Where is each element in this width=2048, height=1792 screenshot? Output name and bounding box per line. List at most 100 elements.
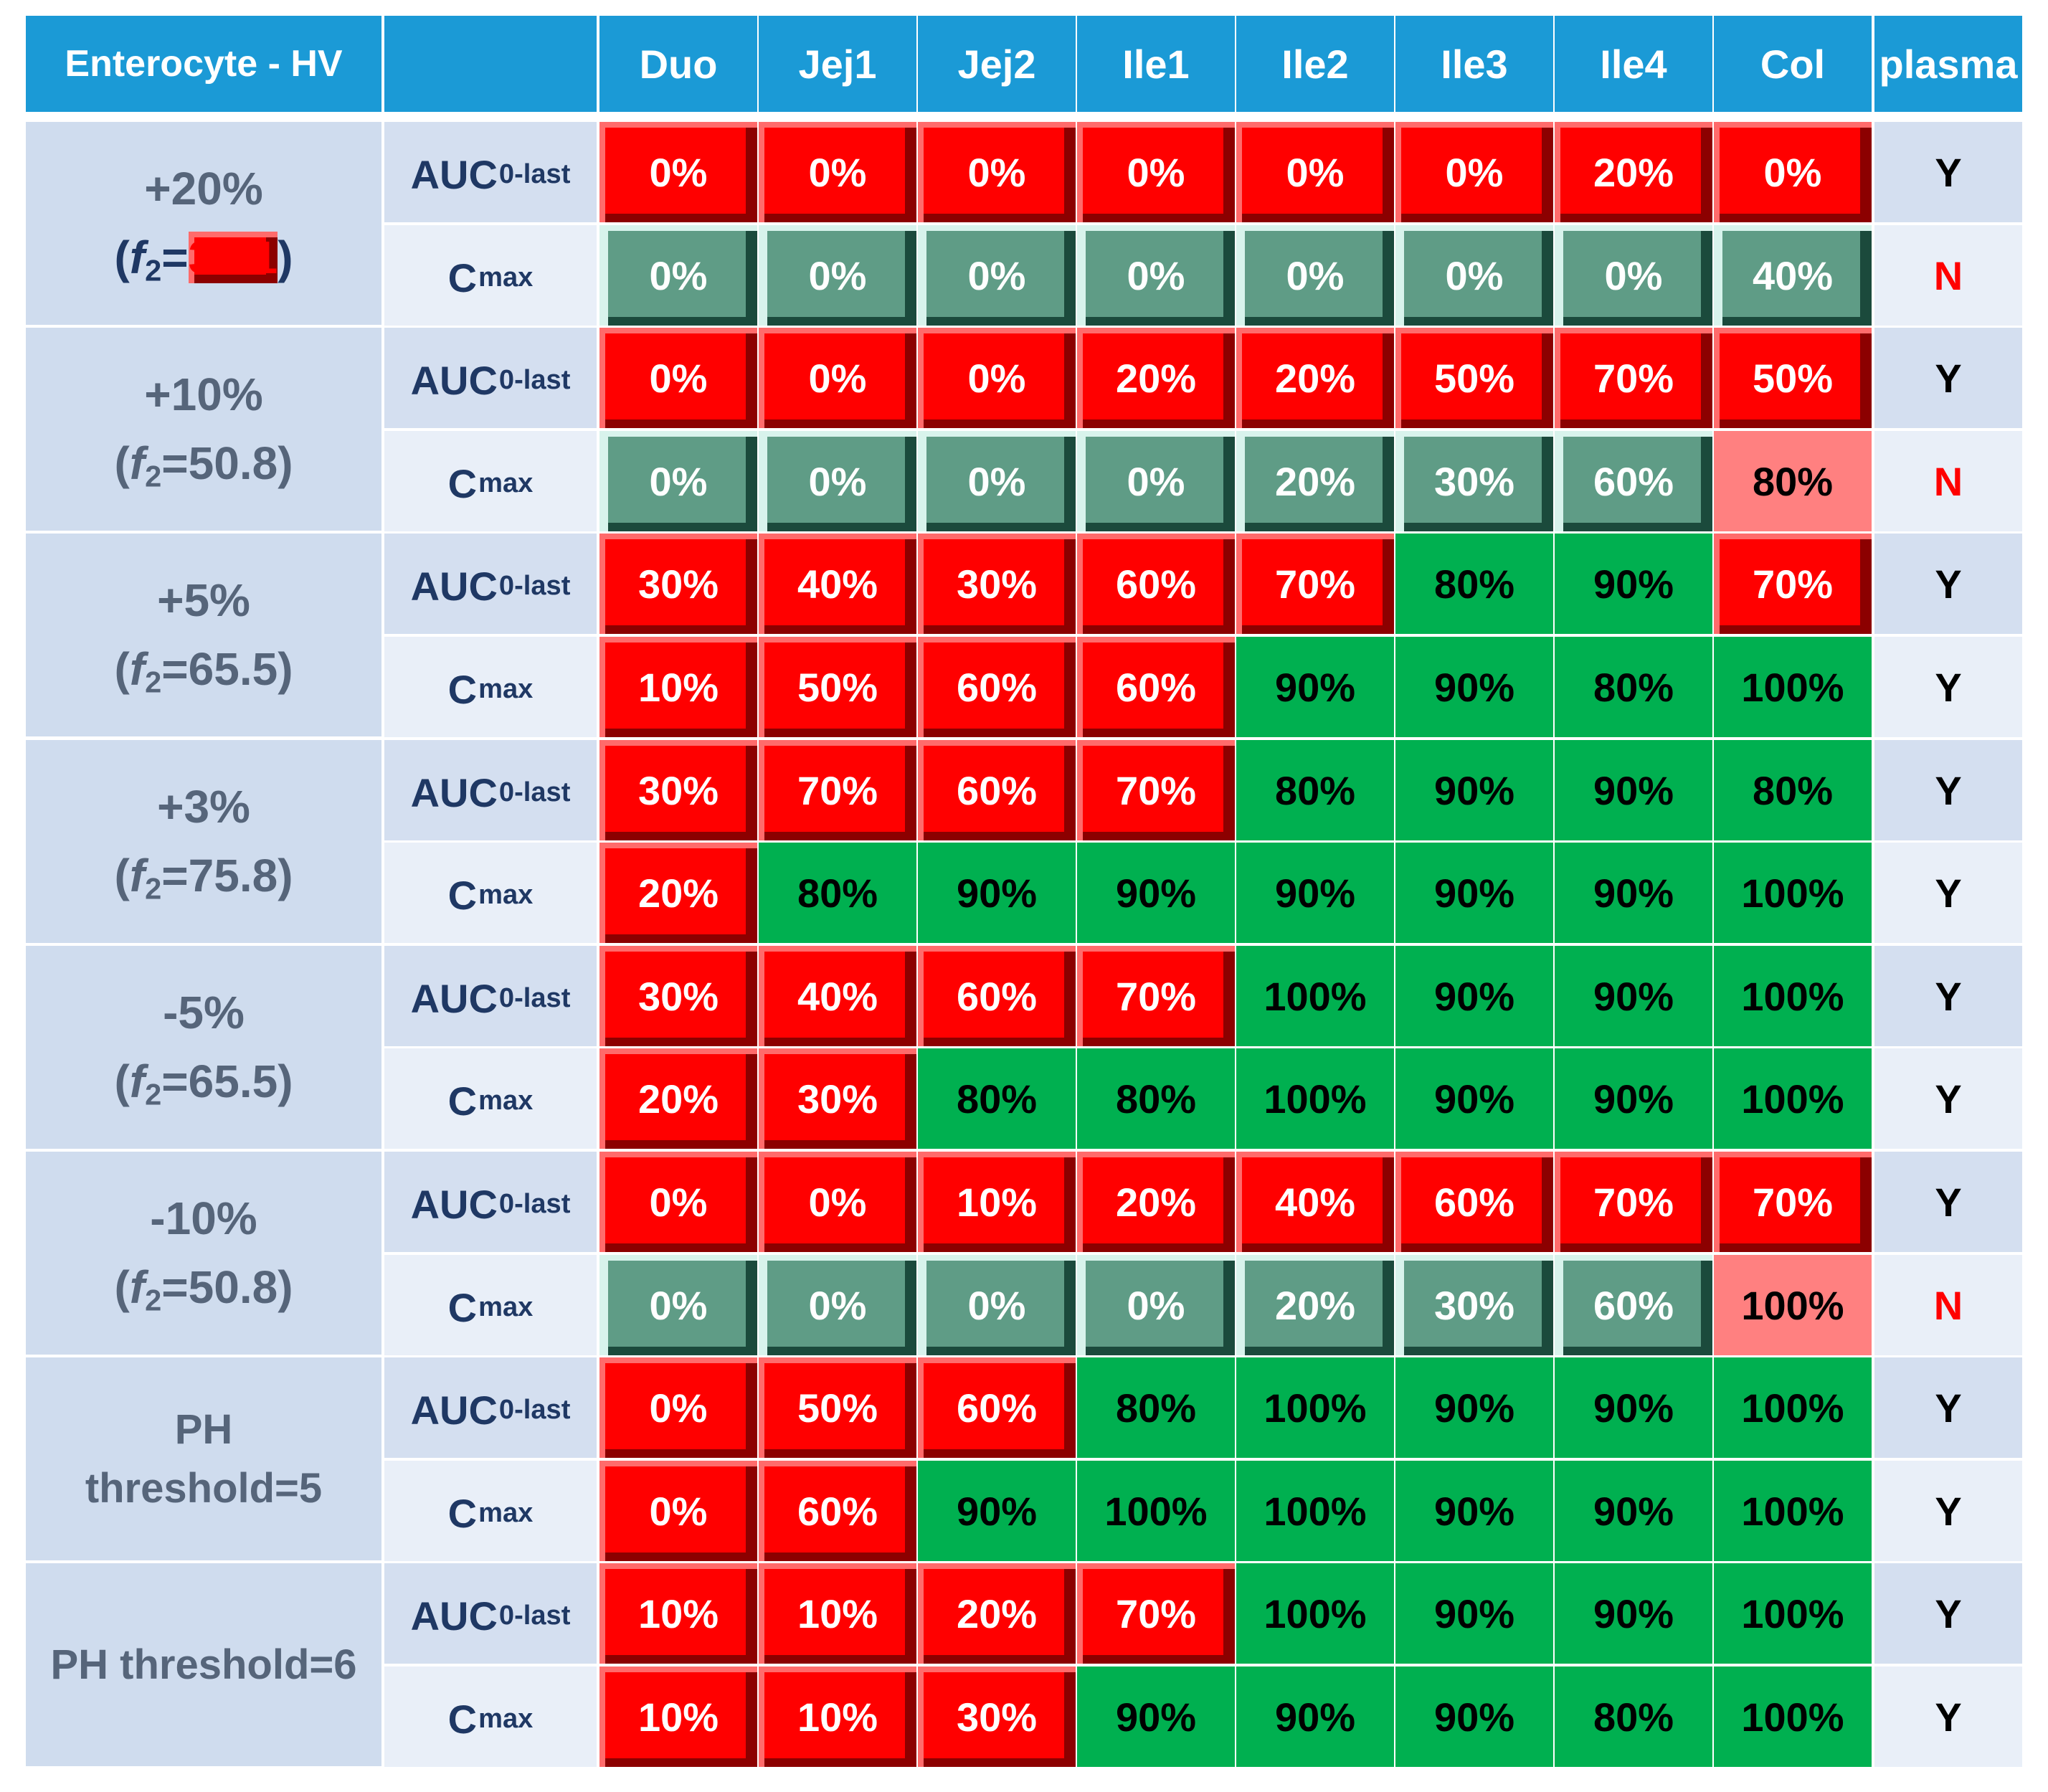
plasma-value: Y [1935,1694,1962,1740]
result-cell: 10% [759,1667,916,1767]
result-value: 100% [1741,1590,1844,1636]
f2-subscript: 2 [145,459,162,493]
result-value: 20% [1115,1179,1197,1225]
result-cell: 70% [1236,534,1394,634]
result-value: 20% [637,870,719,916]
metric-name: C [447,255,478,300]
result-cell: 0% [1236,225,1394,326]
result-value: 40% [797,973,878,1019]
header-segment-label: Jej1 [798,41,877,87]
metric-subscript: max [478,1085,534,1116]
result-cell: 30% [918,534,1076,634]
auc-label: AUC 0-last [384,946,597,1046]
result-value: 90% [1593,1590,1674,1636]
result-value: 0% [808,1179,867,1225]
result-value: 90% [1433,767,1515,813]
result-cell: 90% [1555,1563,1712,1664]
result-cell: 0% [918,122,1076,222]
group-label-line: -10% [150,1184,257,1253]
result-value: 0% [808,458,867,504]
plasma-result: N [1874,431,2022,531]
header-segment-label: Duo [639,41,718,87]
result-value: 10% [637,664,719,710]
result-value: 90% [1274,870,1356,916]
plasma-result: Y [1874,740,2022,840]
result-value: 0% [649,149,708,195]
f2-value: 65.5 [188,643,278,695]
group-label: +10% (f2=50.8) [26,328,381,531]
result-cell: 90% [1236,843,1394,943]
result-value: 80% [797,870,878,916]
f2-symbol: f [129,1261,146,1313]
result-cell: 30% [599,534,757,634]
result-cell: 30% [1395,1255,1553,1355]
result-cell: 0% [599,1255,757,1355]
result-value: 100% [1264,1590,1367,1636]
variation-label: +5% [157,574,250,626]
header-blank [384,16,597,112]
result-value: 90% [1593,767,1674,813]
result-value: 80% [1752,458,1834,504]
result-cell: 90% [918,1461,1076,1561]
f2-symbol: f [129,849,146,901]
result-cell: 70% [1077,740,1235,840]
result-value: 0% [967,1282,1026,1328]
result-value: 90% [1433,1694,1515,1740]
result-cell: 0% [599,225,757,326]
metric-name: C [447,1284,478,1330]
result-value: 70% [1593,355,1674,401]
result-value: 90% [1115,1694,1197,1740]
result-value: 0% [1286,252,1345,298]
group-label: PH threshold=6 [26,1563,381,1766]
group-label: -5% (f2=65.5) [26,946,381,1149]
header-segment: Ile4 [1555,16,1712,112]
result-cell: 0% [1077,122,1235,222]
result-value: 90% [1274,1694,1356,1740]
result-cell: 0% [1395,225,1553,326]
metric-subscript: 0-last [498,1188,571,1219]
result-value: 20% [1115,355,1197,401]
result-value: 40% [1752,252,1834,298]
metric-subscript: 0-last [498,1600,571,1631]
result-value: 90% [1433,1590,1515,1636]
header-title-text: Enterocyte - HV [65,43,343,85]
result-value: 90% [1593,973,1674,1019]
result-value: 0% [649,1282,708,1328]
header-segment-label: Ile4 [1600,41,1667,87]
result-value: 50% [797,1385,878,1431]
f2-value: 65.5 [188,1055,278,1107]
result-cell: 100% [1077,1461,1235,1561]
result-cell: 30% [759,1048,916,1149]
result-cell: 90% [1395,1563,1553,1664]
result-cell: 60% [918,740,1076,840]
auc-label: AUC 0-last [384,740,597,840]
result-cell: 100% [1714,946,1872,1046]
result-cell: 90% [1236,1667,1394,1767]
group-label-text: PH threshold=6 [50,1641,357,1688]
result-cell: 0% [918,1255,1076,1355]
group-label: -10% (f2=50.8) [26,1152,381,1355]
result-cell: 0% [599,1152,757,1252]
result-value: 80% [1752,767,1834,813]
result-value: 0% [967,252,1026,298]
result-cell: 70% [759,740,916,840]
f2-label: (f2=65.5) [114,1055,293,1111]
header-segment-label: Ile3 [1441,41,1508,87]
result-value: 100% [1264,1076,1367,1122]
result-cell: 100% [1236,946,1394,1046]
result-cell: 60% [1077,637,1235,737]
result-value: 100% [1741,973,1844,1019]
result-value: 20% [637,1076,719,1122]
result-value: 90% [1593,561,1674,607]
plasma-result: Y [1874,843,2022,943]
variation-label: -10% [150,1192,257,1244]
result-value: 0% [1763,149,1822,195]
metric-name: C [447,872,478,918]
result-cell: 20% [1236,431,1394,531]
result-cell: 100% [1714,1048,1872,1149]
result-cell: 100% [1714,1461,1872,1561]
result-cell: 100% [1714,1667,1872,1767]
group-label-text: PH [174,1406,233,1454]
